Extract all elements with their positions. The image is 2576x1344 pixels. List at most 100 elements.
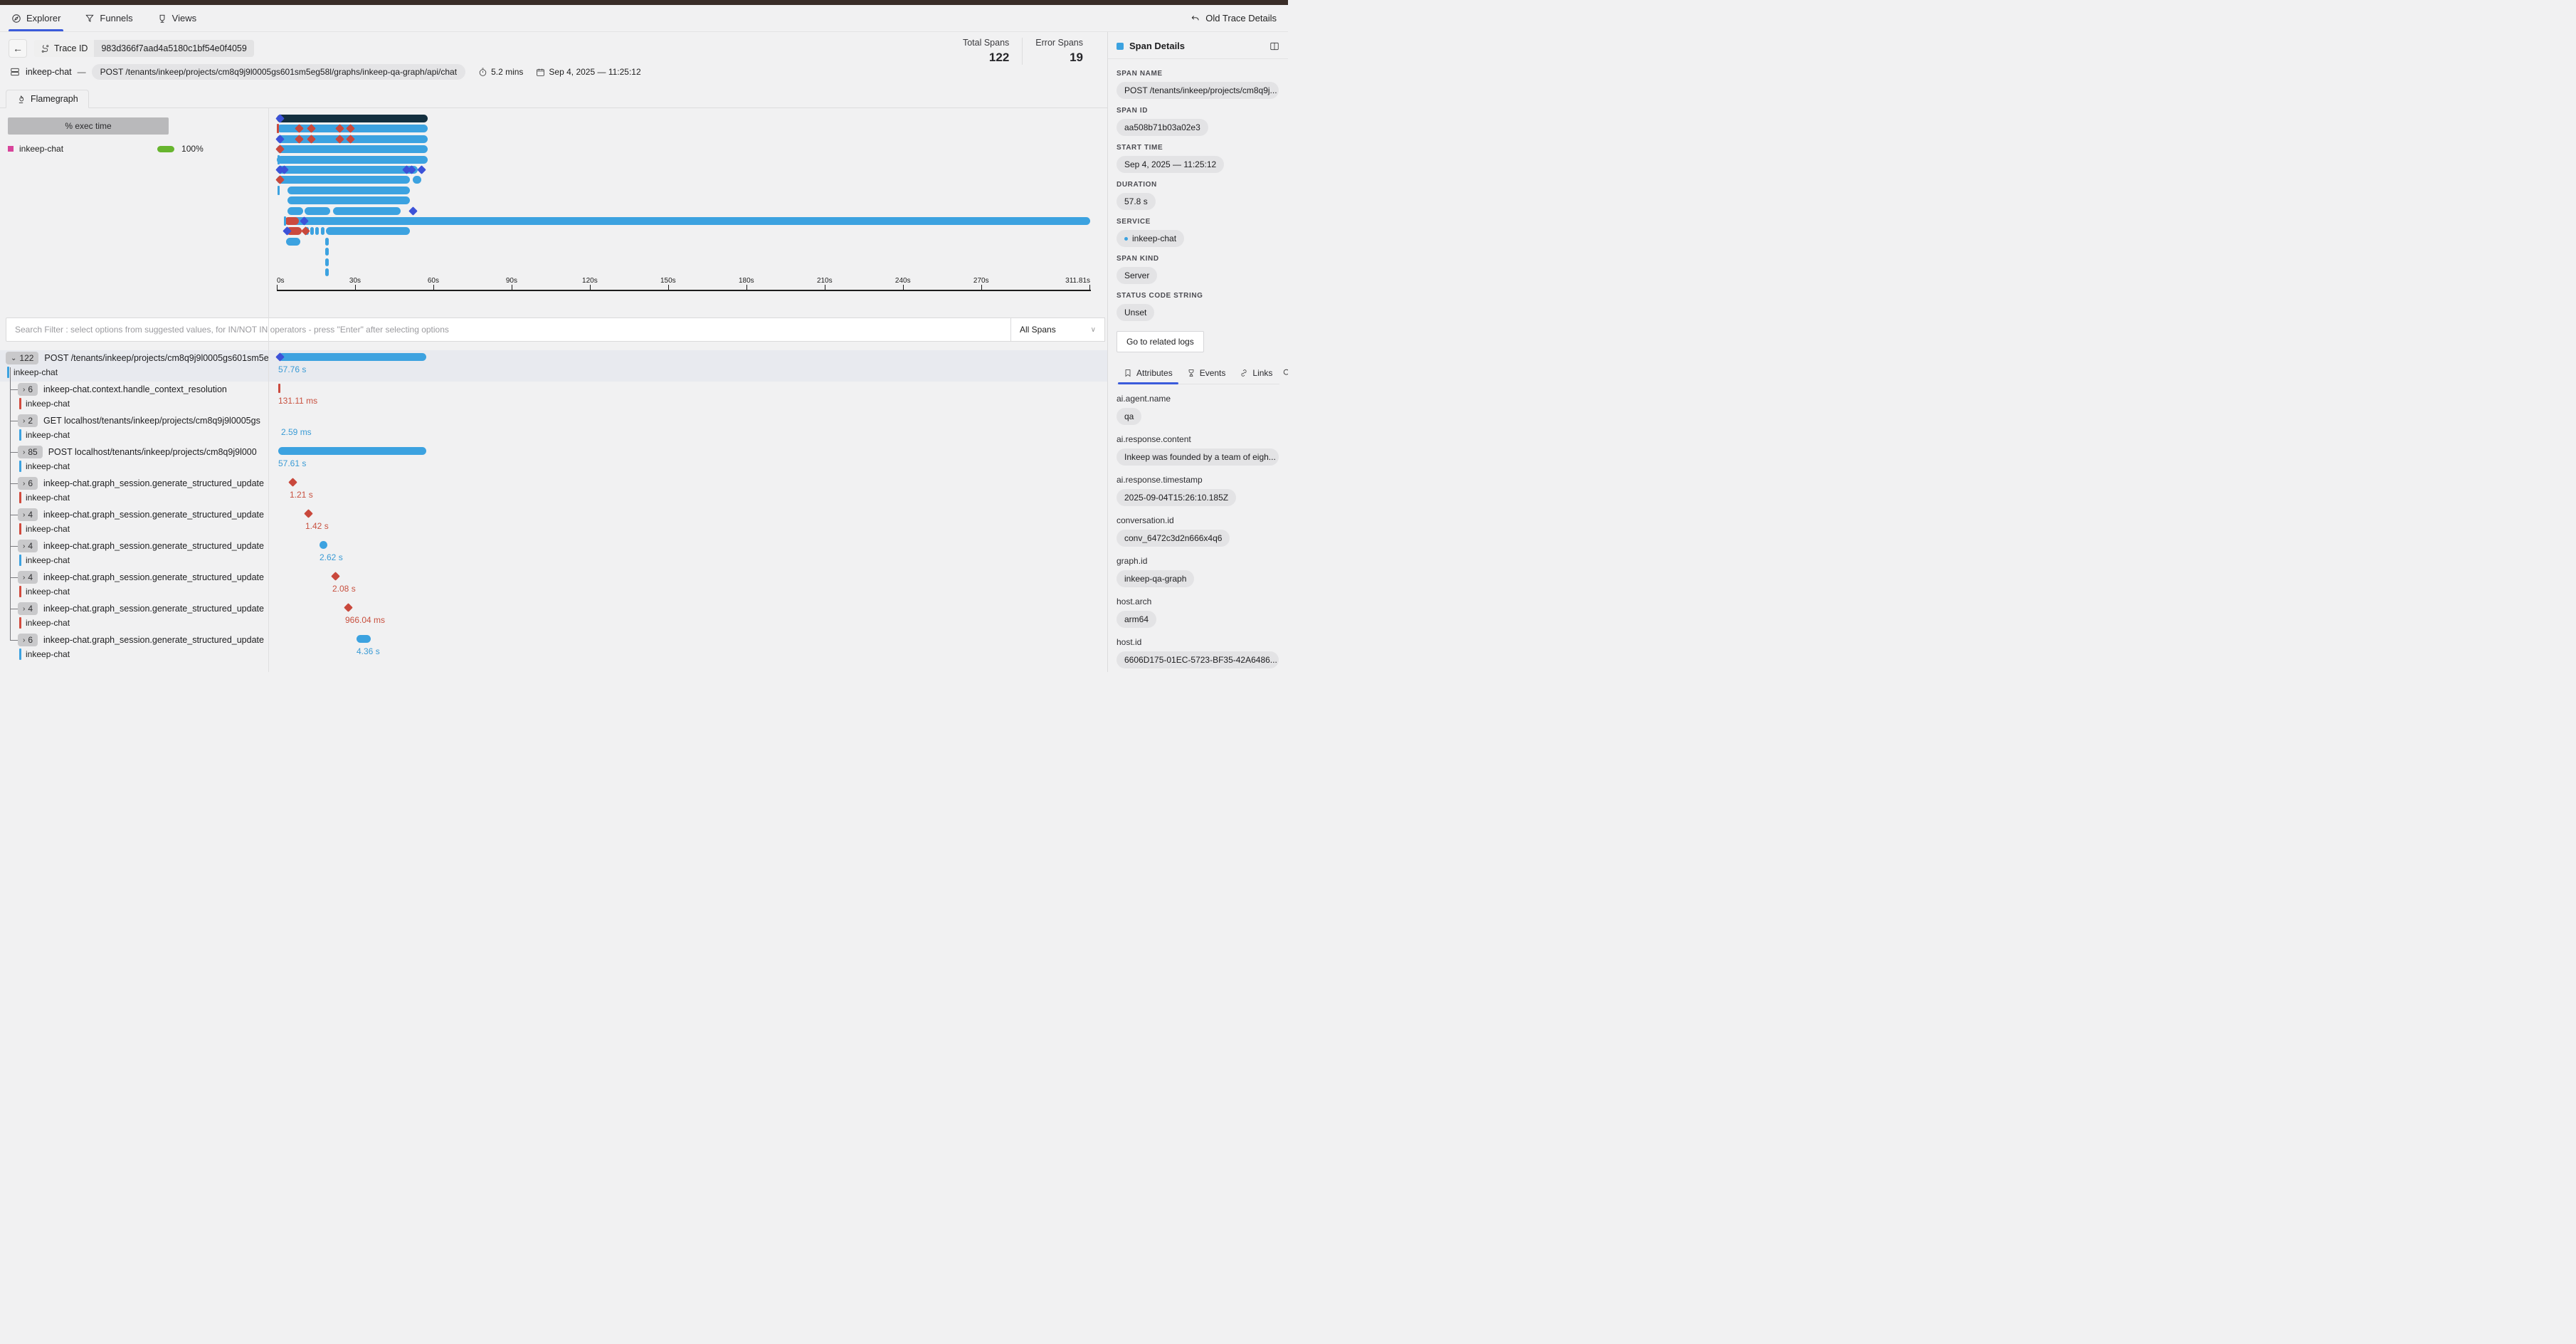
flame-span-bar[interactable] [277,115,428,122]
flame-row[interactable] [277,268,1090,277]
flame-span-bar[interactable] [285,227,302,236]
flame-row[interactable] [275,165,1090,174]
flame-span-bar[interactable] [277,155,428,164]
spans-select[interactable]: All Spans ∨ [1011,317,1105,342]
flame-row[interactable] [275,145,1090,154]
tab-funnels[interactable]: Funnels [85,5,133,31]
flame-span-bar[interactable] [277,176,410,184]
span-event-diamond-icon[interactable] [331,572,340,581]
flame-span-bar[interactable] [320,227,324,236]
span-row[interactable]: › 4 inkeep-chat.graph_session.generate_str… [0,538,1107,569]
flame-row[interactable] [277,216,1090,226]
span-row[interactable]: › 6 inkeep-chat.graph_session.generate_str… [0,476,1107,507]
span-count-badge[interactable]: › 6 [18,477,38,490]
span-count-badge[interactable]: › 4 [18,540,38,552]
span-count-badge[interactable]: ⌄ 122 [6,352,39,364]
flame-span-bar[interactable] [325,268,329,276]
span-count-badge[interactable]: › 6 [18,383,38,396]
flame-row[interactable] [275,114,1090,123]
flame-row[interactable] [277,226,1090,236]
flame-row[interactable] [275,175,1090,185]
panel-collapse-icon[interactable] [1269,41,1279,51]
flame-span-bar[interactable] [315,227,320,236]
span-row[interactable]: › 6 inkeep-chat.graph_session.generate_str… [0,632,1107,663]
span-event-tick-icon[interactable] [277,124,279,134]
span-count-badge[interactable]: › 4 [18,571,38,584]
span-event-diamond-icon[interactable] [408,206,418,216]
span-event-tick-icon[interactable] [278,154,280,164]
flame-span-bar[interactable] [310,227,315,236]
flame-span-bar[interactable] [325,227,410,236]
tab-links[interactable]: Links [1234,364,1278,384]
span-event-tick-icon[interactable] [278,185,280,195]
waterfall-duration-bar[interactable] [278,447,426,455]
flame-row[interactable] [277,258,1090,267]
span-row[interactable]: › 4 inkeep-chat.graph_session.generate_str… [0,507,1107,538]
flame-span-bar[interactable] [325,237,329,246]
flamegraph-plot[interactable] [275,114,1090,293]
flame-row[interactable] [277,185,1090,195]
tab-events[interactable]: Events [1181,364,1232,384]
span-row[interactable]: ⌄ 122 POST /tenants/inkeep/projects/cm8q9j… [0,350,1107,382]
flame-row[interactable] [275,134,1090,144]
flame-span-bar[interactable] [325,258,329,266]
span-row-tree-cell: › 85 POST localhost/tenants/inkeep/project… [0,444,268,476]
waterfall-duration-bar[interactable] [357,635,371,643]
chevron-right-icon: › [23,510,26,519]
span-waterfall-cell: 57.61 s [277,444,1102,476]
tab-views[interactable]: Views [157,5,196,31]
span-row[interactable]: › 4 inkeep-chat.graph_session.generate_str… [0,601,1107,632]
span-waterfall-cell: 2.62 s [277,538,1102,569]
old-trace-details-link[interactable]: Old Trace Details [1191,13,1277,23]
span-count-badge[interactable]: › 6 [18,634,38,646]
flame-span-bar[interactable] [287,186,410,194]
tree-connector-line [10,569,11,601]
span-row[interactable]: › 85 POST localhost/tenants/inkeep/project… [0,444,1107,476]
flame-row[interactable] [277,124,1090,134]
axis-tick-label: 210s [816,277,833,285]
waterfall-duration-dot[interactable] [320,541,327,549]
waterfall-duration-bar[interactable] [278,353,426,361]
span-count: 6 [28,384,33,394]
span-row[interactable]: › 2 GET localhost/tenants/inkeep/projects/… [0,413,1107,444]
exec-time-header[interactable]: % exec time [8,117,169,135]
span-event-diamond-icon[interactable] [417,165,426,174]
chevron-right-icon: › [23,385,26,394]
flame-span-bar[interactable] [285,237,300,246]
tab-attributes[interactable]: Attributes [1118,364,1178,384]
search-filter-input[interactable] [6,317,1011,342]
flame-span-bar[interactable] [412,176,422,184]
span-count-badge[interactable]: › 2 [18,414,38,427]
span-row[interactable]: › 6 inkeep-chat.context.handle_context_res… [0,382,1107,413]
span-row[interactable]: › 4 inkeep-chat.graph_session.generate_str… [0,569,1107,601]
flame-span-bar[interactable] [284,217,1090,225]
span-event-diamond-icon[interactable] [288,478,297,487]
flame-row[interactable] [277,196,1090,205]
flame-row[interactable] [277,154,1090,164]
flame-span-bar[interactable] [304,206,331,215]
span-count-badge[interactable]: › 4 [18,508,38,521]
flame-span-bar[interactable] [284,217,300,225]
flame-span-bar[interactable] [277,145,428,154]
trace-id-label: Trace ID [34,40,95,57]
flame-span-bar[interactable] [287,196,410,205]
flame-row[interactable] [277,237,1090,246]
back-button[interactable]: ← [9,39,27,58]
tab-flamegraph[interactable]: Flamegraph [6,90,89,108]
flame-row[interactable] [277,206,1090,216]
go-to-related-logs-button[interactable]: Go to related logs [1117,331,1204,352]
flame-row[interactable] [277,248,1090,256]
span-event-tick-icon[interactable] [283,216,286,226]
flame-span-bar[interactable] [277,166,418,174]
flame-span-bar[interactable] [332,206,401,215]
waterfall-duration-tick[interactable] [278,384,280,393]
span-event-diamond-icon[interactable] [304,509,313,518]
flame-span-bar[interactable] [325,248,329,256]
span-count-badge[interactable]: › 85 [18,446,43,458]
legend-row-inkeep-chat[interactable]: inkeep-chat 100% [8,144,257,154]
span-event-diamond-icon[interactable] [344,603,353,612]
flame-span-bar[interactable] [287,206,303,215]
attributes-search-button[interactable] [1281,364,1288,384]
span-count-badge[interactable]: › 4 [18,602,38,615]
tab-explorer[interactable]: Explorer [8,5,64,31]
